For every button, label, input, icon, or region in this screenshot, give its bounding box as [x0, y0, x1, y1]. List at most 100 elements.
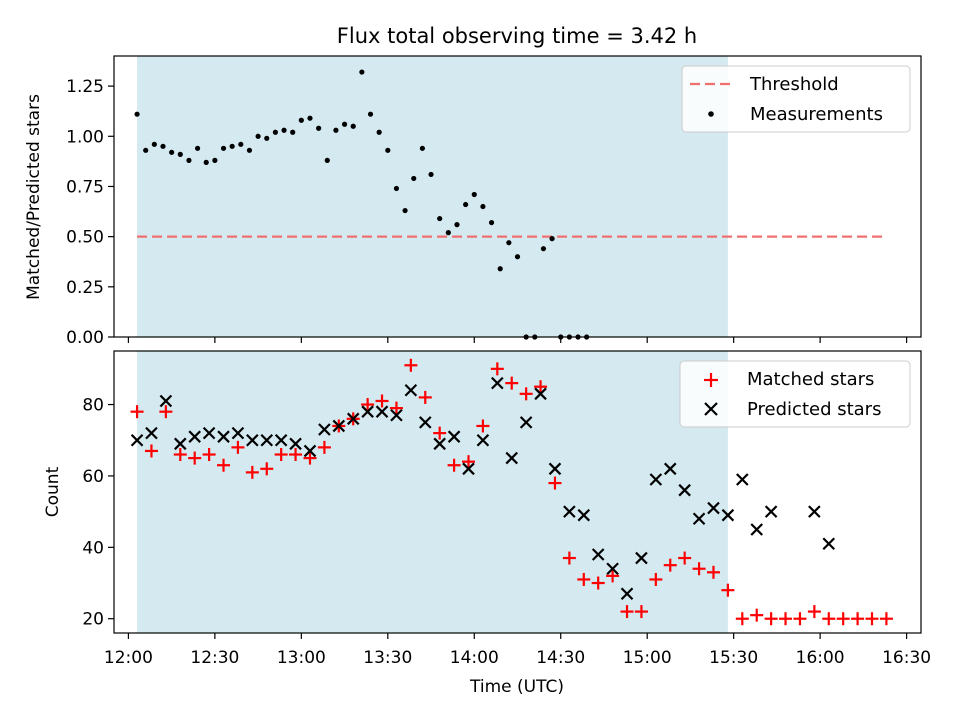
- predicted-star-point: [620, 587, 634, 601]
- matched-star-point: [231, 440, 245, 454]
- measurement-point: [290, 129, 296, 135]
- bottom-y-tick-label: 40: [82, 538, 104, 558]
- matched-star-point: [692, 562, 706, 576]
- top-x-ticks: [127, 337, 908, 343]
- matched-star-point: [807, 605, 821, 619]
- chart-title: Flux total observing time = 3.42 h: [337, 24, 697, 48]
- predicted-star-point: [202, 426, 216, 440]
- measurement-point: [264, 135, 270, 141]
- matched-star-point: [447, 458, 461, 472]
- measurement-point: [480, 203, 486, 210]
- measurement-point: [229, 143, 235, 149]
- predicted-star-point: [318, 423, 331, 436]
- matched-star-point: [418, 390, 432, 404]
- matched-star-point: [663, 558, 677, 572]
- predicted-star-point: [246, 433, 259, 447]
- matched-star-point: [851, 612, 865, 626]
- measurement-point: [177, 151, 183, 157]
- bottom-y-axis: 20 40 60 80: [82, 396, 114, 630]
- predicted-star-point: [750, 523, 763, 536]
- predicted-star-point: [591, 548, 605, 561]
- predicted-star-point: [721, 508, 735, 522]
- predicted-star-point: [433, 437, 446, 451]
- measurement-point: [212, 157, 218, 163]
- bottom-observing-window: [137, 351, 728, 633]
- top-panel: 0.00 0.25 0.50 0.75 1.00 1.25 Matched/Predict…: [24, 55, 922, 348]
- bottom-legend: Matched stars Predicted stars: [679, 360, 911, 428]
- bottom-y-tick-label: 80: [82, 396, 104, 416]
- top-observing-window: [137, 56, 728, 337]
- measurement-point: [246, 147, 253, 153]
- matched-star-point: [404, 358, 418, 372]
- x-tick-label: 16:00: [796, 648, 845, 668]
- matched-star-point: [534, 380, 548, 394]
- predicted-star-point: [808, 505, 821, 518]
- measurement-point: [238, 141, 244, 147]
- matched-star-point: [245, 465, 259, 479]
- predicted-star-point: [649, 473, 663, 486]
- matched-star-point: [303, 451, 317, 465]
- matched-star-point: [490, 362, 504, 376]
- matched-star-point: [606, 569, 620, 583]
- matched-star-point: [678, 551, 692, 565]
- x-tick-label: 13:30: [363, 648, 412, 668]
- top-y-tick-label: 0.75: [66, 177, 104, 197]
- x-tick-label: 15:30: [709, 648, 758, 668]
- predicted-star-point: [548, 462, 562, 476]
- measurement-point: [316, 125, 322, 131]
- measurement-point: [255, 133, 261, 139]
- measurement-point: [151, 141, 157, 147]
- matched-star-point: [562, 551, 576, 565]
- legend-matched-label: Matched stars: [747, 369, 874, 390]
- x-tick-label: 12:30: [190, 648, 239, 668]
- predicted-star-point: [462, 462, 475, 476]
- predicted-star-point: [534, 387, 547, 401]
- measurement-point: [376, 129, 382, 135]
- predicted-star-point: [663, 462, 677, 476]
- predicted-star-point: [736, 473, 749, 486]
- measurement-point: [445, 230, 451, 236]
- predicted-star-point: [375, 405, 389, 418]
- legend-predicted-label: Predicted stars: [747, 399, 881, 420]
- top-y-tick-label: 1.25: [66, 77, 104, 97]
- measurement-point: [385, 147, 391, 153]
- predicted-star-point: [303, 444, 317, 458]
- predicted-star-point: [361, 405, 374, 418]
- bottom-y-tick-label: 60: [82, 467, 104, 487]
- measurement-point: [298, 117, 304, 123]
- measurement-point: [367, 111, 374, 117]
- top-y-tick-label: 1.00: [66, 127, 104, 147]
- matched-star-point: [750, 608, 764, 622]
- top-plot-frame: [113, 55, 922, 338]
- measurement-point: [143, 147, 149, 153]
- measurement-point: [540, 246, 547, 252]
- measurement-point: [203, 159, 209, 165]
- top-y-tick-label: 0.25: [66, 278, 104, 298]
- top-legend: Threshold Measurements: [681, 65, 911, 133]
- measurement-point: [341, 121, 348, 127]
- matched-star-point: [130, 405, 144, 419]
- predicted-star-point: [289, 437, 302, 451]
- predicted-star-point: [577, 508, 591, 522]
- predicted-star-point: [188, 430, 201, 443]
- measurement-point: [514, 254, 521, 260]
- predicted-star-point: [174, 437, 187, 451]
- matched-star-point: [865, 612, 879, 626]
- matched-star-point: [634, 605, 648, 619]
- measurement-point: [506, 240, 512, 246]
- matched-star-point: [706, 565, 720, 579]
- measurement-point: [402, 207, 408, 214]
- predicted-star-point: [260, 433, 274, 447]
- predicted-star-point: [159, 394, 173, 408]
- measurement-point: [419, 145, 425, 151]
- predicted-star-point: [418, 416, 432, 429]
- x-tick-label: 14:00: [450, 648, 499, 668]
- x-tick-label: 16:30: [882, 648, 931, 668]
- predicted-star-point: [447, 430, 461, 443]
- matched-star-point: [389, 401, 403, 415]
- measurement-point: [437, 215, 443, 222]
- top-y-axis-label: Matched/Predicted stars: [24, 94, 44, 300]
- x-tick-label: 14:30: [536, 648, 585, 668]
